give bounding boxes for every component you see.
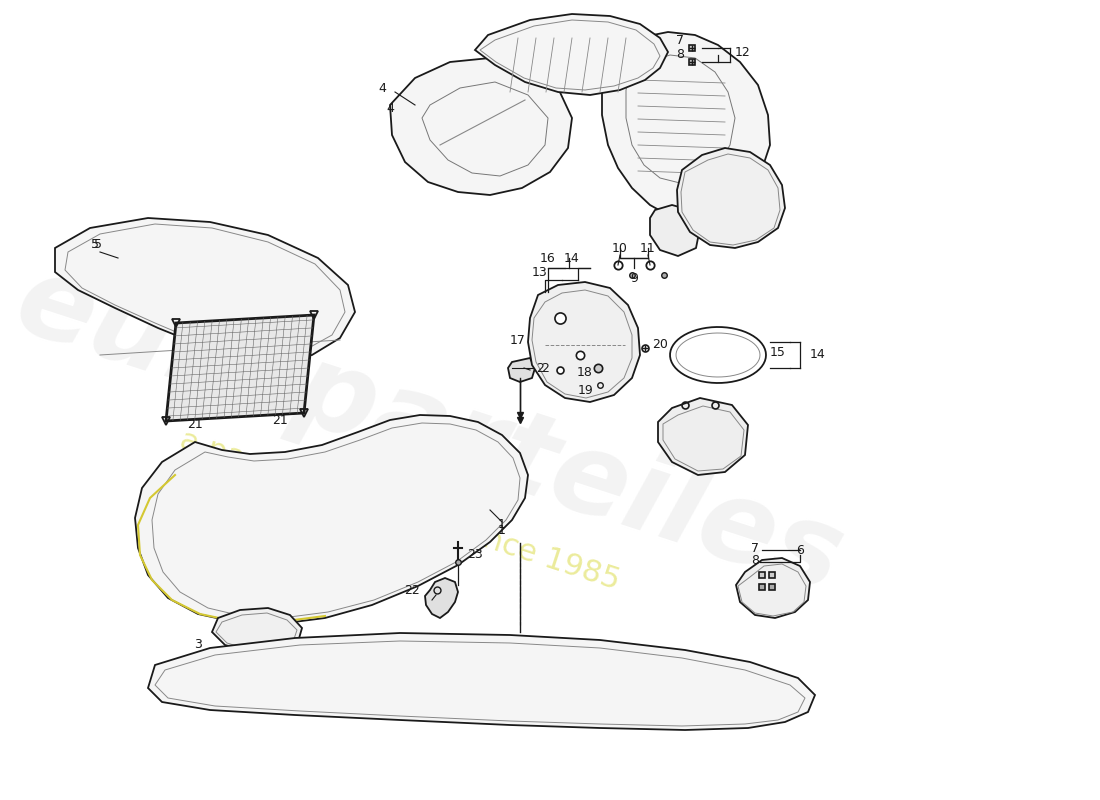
Polygon shape: [475, 14, 668, 95]
Text: 14: 14: [564, 251, 580, 265]
Text: 20: 20: [652, 338, 668, 351]
Text: 21: 21: [187, 418, 202, 431]
Polygon shape: [166, 315, 314, 421]
Text: 1: 1: [498, 518, 506, 531]
Polygon shape: [508, 358, 535, 382]
Polygon shape: [425, 578, 458, 618]
Text: 23: 23: [468, 549, 483, 562]
Text: 19: 19: [579, 383, 594, 397]
Text: a passion for parts since 1985: a passion for parts since 1985: [176, 425, 624, 595]
Text: 16: 16: [540, 251, 556, 265]
Text: 5: 5: [91, 238, 99, 251]
Text: 5: 5: [94, 238, 102, 251]
Text: 21: 21: [272, 414, 288, 426]
Polygon shape: [390, 58, 572, 195]
Text: 2: 2: [541, 362, 549, 374]
Text: 1: 1: [498, 523, 506, 537]
Text: 10: 10: [612, 242, 628, 254]
Text: 18: 18: [578, 366, 593, 378]
Polygon shape: [148, 633, 815, 730]
Text: 6: 6: [796, 543, 804, 557]
Text: 7: 7: [676, 34, 684, 46]
Text: europarteiles: europarteiles: [3, 244, 857, 616]
Polygon shape: [602, 32, 770, 220]
Text: 15: 15: [770, 346, 785, 358]
Text: 12: 12: [735, 46, 751, 58]
Text: 13: 13: [532, 266, 548, 278]
Polygon shape: [528, 282, 640, 402]
Text: 4: 4: [378, 82, 386, 94]
Text: 4: 4: [386, 102, 394, 114]
Text: 9: 9: [630, 271, 638, 285]
Polygon shape: [676, 148, 785, 248]
Text: 11: 11: [640, 242, 656, 254]
Text: 3: 3: [194, 638, 202, 651]
Polygon shape: [212, 608, 302, 652]
Text: 8: 8: [676, 49, 684, 62]
Polygon shape: [736, 558, 810, 618]
Polygon shape: [55, 218, 355, 362]
Polygon shape: [135, 415, 528, 624]
Polygon shape: [658, 398, 748, 475]
Polygon shape: [650, 205, 700, 256]
Text: 22: 22: [404, 583, 420, 597]
Text: 2: 2: [536, 362, 543, 374]
Text: 8: 8: [751, 554, 759, 566]
Text: 17: 17: [510, 334, 526, 346]
Text: 14: 14: [810, 349, 826, 362]
Text: 7: 7: [751, 542, 759, 554]
